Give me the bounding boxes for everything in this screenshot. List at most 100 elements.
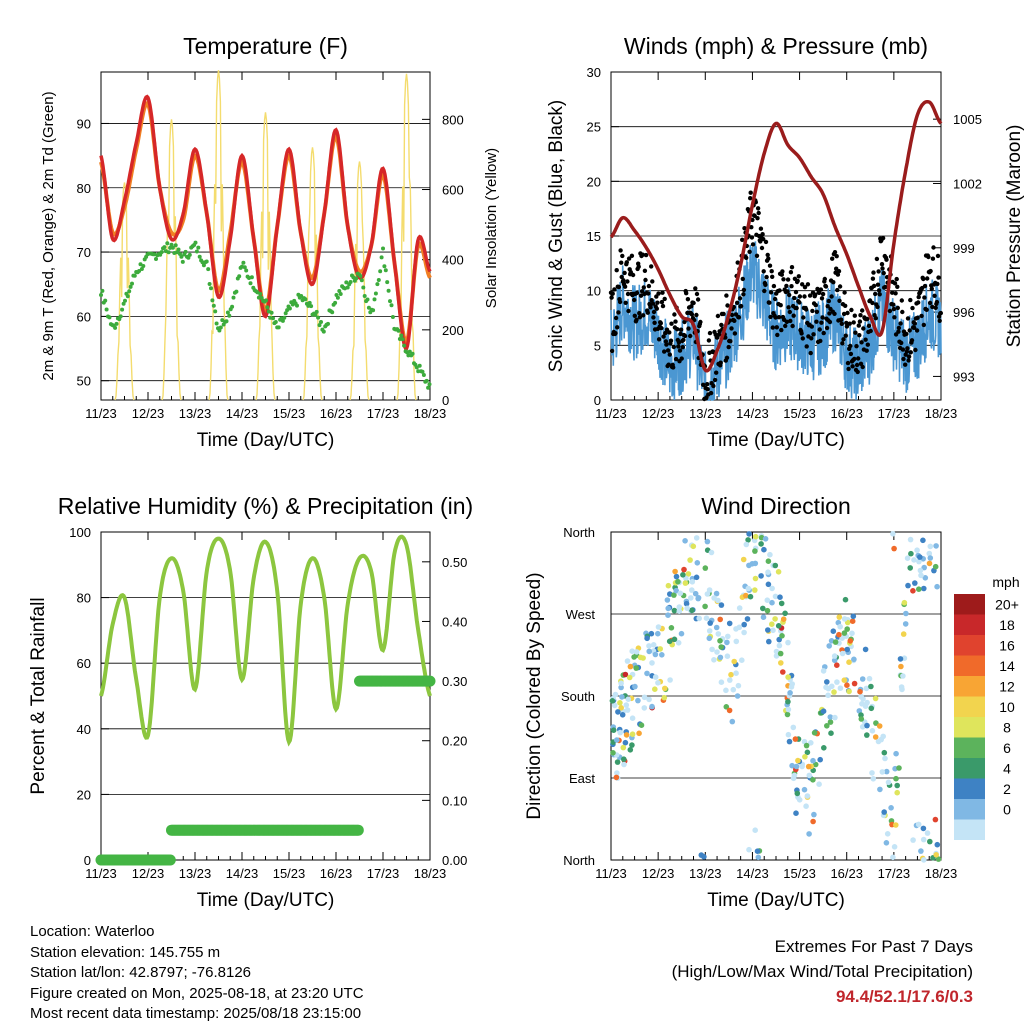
direction-point — [792, 736, 799, 742]
dewpoint-point — [121, 301, 126, 306]
dewpoint-point — [231, 295, 236, 300]
gust-point — [725, 303, 730, 308]
direction-point — [713, 624, 720, 631]
dewpoint-point — [366, 305, 371, 310]
gust-point — [684, 291, 689, 296]
direction-point — [924, 830, 931, 836]
dewpoint-point — [180, 259, 185, 264]
direction-point — [625, 696, 632, 702]
gust-point — [768, 290, 774, 295]
direction-point — [893, 822, 899, 828]
wind-direction-panel: Wind Direction 11/23 12/23 13/23 14/23 15/23 1… — [524, 493, 957, 911]
gust-point — [747, 249, 752, 254]
direction-point — [629, 731, 636, 737]
colorbar-swatch — [954, 655, 985, 676]
direction-point — [881, 809, 887, 815]
gust-point — [854, 344, 859, 349]
gust-point — [813, 292, 818, 297]
dewpoint-point — [100, 288, 105, 293]
chart-title: Wind Direction — [701, 493, 851, 519]
gust-point — [755, 216, 760, 221]
gust-point — [646, 291, 651, 296]
direction-point — [932, 816, 939, 823]
direction-point — [917, 554, 923, 560]
dewpoint-point — [417, 363, 422, 368]
y-tick-label: 20 — [77, 787, 91, 802]
direction-point — [609, 698, 616, 704]
gust-point — [616, 284, 622, 290]
direction-point — [903, 610, 909, 617]
direction-point — [733, 638, 740, 645]
gust-point — [800, 336, 805, 341]
direction-point — [693, 535, 700, 541]
dewpoint-point — [424, 378, 429, 383]
direction-point — [621, 756, 627, 762]
gust-point — [877, 292, 882, 297]
y-tick-label: 0 — [594, 393, 601, 408]
gust-point — [821, 330, 826, 336]
gust-point — [625, 279, 630, 284]
direction-point — [764, 597, 771, 603]
gust-point — [835, 272, 841, 277]
y-tick-label: North — [563, 853, 595, 868]
gust-point — [870, 300, 875, 306]
dewpoint-point — [390, 315, 395, 319]
direction-point — [627, 663, 634, 670]
dewpoint-point — [358, 274, 363, 278]
latlon-text: Station lat/lon: 42.8797; -76.8126 — [30, 964, 252, 981]
gust-point — [652, 320, 657, 325]
gust-point — [909, 338, 915, 343]
gust-point — [924, 307, 929, 312]
gust-point — [787, 309, 792, 315]
direction-point — [831, 653, 838, 659]
colorbar-swatch — [954, 737, 985, 758]
gust-point — [612, 287, 617, 292]
gust-point — [695, 297, 701, 302]
direction-point — [837, 623, 843, 630]
dewpoint-point — [248, 281, 253, 286]
gust-point — [860, 308, 865, 313]
direction-point — [780, 669, 786, 675]
direction-point — [842, 596, 849, 603]
direction-point — [830, 628, 837, 634]
dewpoint-point — [107, 315, 112, 320]
gust-point — [724, 293, 729, 298]
direction-point — [624, 658, 631, 664]
gust-point — [736, 315, 742, 320]
gust-point — [718, 360, 723, 365]
direction-point — [827, 719, 834, 725]
y-tick-label: North — [563, 525, 595, 540]
gust-point — [852, 313, 857, 318]
direction-point — [881, 749, 888, 756]
direction-point — [704, 591, 711, 597]
gust-point — [724, 355, 730, 360]
dewpoint-point — [388, 299, 392, 304]
gust-point — [640, 252, 645, 257]
gust-point — [841, 311, 847, 317]
x-tick-label: 13/23 — [689, 406, 722, 421]
gust-point — [613, 315, 619, 321]
gust-point — [610, 291, 615, 296]
gust-point — [809, 324, 814, 329]
y-tick-label: 10 — [587, 284, 601, 299]
gust-point — [898, 321, 903, 326]
x-tick-label: 14/23 — [736, 406, 769, 421]
gust-point — [863, 337, 868, 342]
direction-point — [784, 711, 791, 718]
gust-point — [763, 282, 768, 287]
direction-point — [927, 543, 934, 550]
gust-point — [907, 328, 912, 333]
gust-point — [788, 270, 794, 275]
colorbar-label: 14 — [999, 658, 1015, 674]
direction-point — [755, 854, 762, 861]
direction-point — [708, 549, 715, 556]
gust-point — [777, 288, 782, 293]
dewpoint-point — [376, 278, 381, 282]
direction-point — [673, 573, 680, 580]
gust-point — [786, 305, 791, 310]
direction-point — [666, 638, 673, 645]
direction-point — [649, 703, 655, 710]
direction-point — [739, 657, 745, 663]
direction-point — [907, 565, 913, 571]
gust-point — [698, 319, 703, 325]
